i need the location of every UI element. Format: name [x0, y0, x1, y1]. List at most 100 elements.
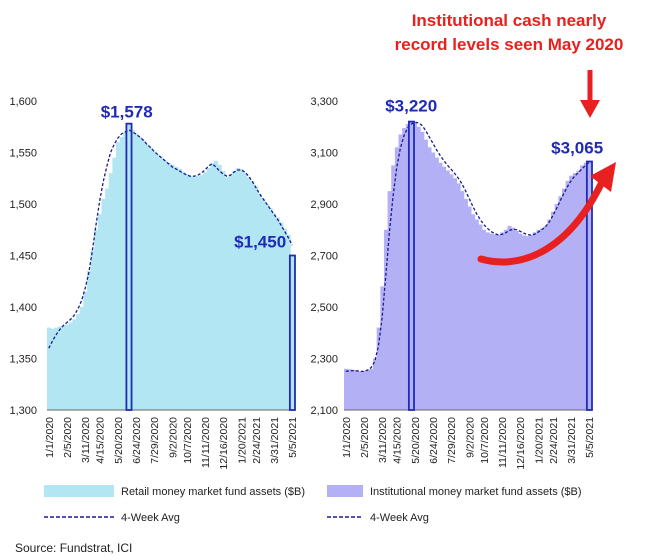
- x-tick-label: 4/15/2020: [392, 417, 404, 464]
- legend-label-retail: Retail money market fund assets ($B): [121, 486, 305, 498]
- retail-latest-bar: [288, 254, 296, 411]
- x-tick-label: 7/29/2020: [446, 417, 458, 464]
- bar: [536, 229, 541, 410]
- y-tick-label: 2,500: [310, 302, 338, 314]
- bar: [500, 232, 505, 410]
- y-tick-label: 2,100: [310, 405, 338, 417]
- bar: [155, 154, 160, 410]
- y-tick-label: 1,300: [9, 405, 37, 417]
- x-tick-label: 3/31/2021: [269, 417, 281, 464]
- x-tick-label: 1/1/2020: [44, 417, 56, 458]
- source-note: Source: Fundstrat, ICI: [15, 541, 132, 555]
- bar: [228, 175, 233, 410]
- bar: [514, 231, 519, 410]
- x-tick-label: 10/7/2020: [182, 417, 194, 464]
- bar: [290, 255, 295, 410]
- bar: [50, 328, 55, 410]
- bar: [166, 162, 171, 410]
- bar: [206, 167, 211, 410]
- bar: [275, 217, 280, 410]
- bar: [170, 164, 175, 410]
- bar: [383, 229, 388, 410]
- legend-label-institutional: Institutional money market fund assets (…: [370, 486, 582, 498]
- bar: [134, 133, 139, 410]
- bar: [250, 181, 255, 410]
- bar: [188, 176, 193, 410]
- bar: [174, 166, 179, 410]
- x-tick-label: 5/5/2021: [287, 417, 299, 458]
- legend-label-retail-avg: 4-Week Avg: [121, 512, 180, 524]
- x-tick-label: 12/16/2020: [218, 417, 230, 470]
- bar: [221, 171, 226, 410]
- bar: [57, 326, 62, 410]
- bar: [217, 164, 222, 410]
- x-tick-label: 3/11/2020: [377, 417, 389, 463]
- bar: [90, 250, 95, 410]
- bar: [474, 219, 479, 410]
- bar: [199, 175, 204, 410]
- bar: [431, 152, 436, 410]
- bar: [283, 228, 288, 410]
- bar: [369, 368, 374, 410]
- bar: [420, 131, 425, 410]
- bar: [416, 126, 421, 410]
- bar: [272, 213, 277, 410]
- y-tick-label: 1,500: [9, 199, 37, 211]
- bar: [86, 270, 91, 410]
- x-tick-label: 2/5/2020: [359, 417, 371, 458]
- institutional-chart: 2,100 2,300 2,500 2,700 2,900 3,100 3,300 1/1/…: [310, 96, 603, 470]
- bar: [529, 234, 534, 410]
- bar: [525, 236, 530, 410]
- bar: [254, 186, 259, 410]
- retail-legend: Retail money market fund assets ($B) 4-W…: [44, 485, 305, 524]
- institutional-y-axis: 2,100 2,300 2,500 2,700 2,900 3,100 3,300: [310, 96, 338, 417]
- bar: [365, 370, 370, 410]
- bar: [65, 324, 70, 410]
- bar: [503, 229, 508, 410]
- x-tick-label: 1/20/2021: [236, 417, 248, 464]
- bar: [354, 370, 359, 410]
- bar: [409, 121, 414, 410]
- bar: [239, 168, 244, 410]
- bar: [380, 286, 385, 410]
- bar: [126, 123, 131, 410]
- bar: [456, 183, 461, 410]
- x-tick-label: 1/20/2021: [533, 417, 545, 464]
- bar: [97, 214, 102, 410]
- bar: [452, 178, 457, 410]
- retail-peak-callout: $1,578: [101, 103, 153, 122]
- bar: [376, 327, 381, 410]
- bar: [427, 147, 432, 410]
- x-tick-label: 5/5/2021: [584, 417, 596, 458]
- y-tick-label: 1,350: [9, 354, 37, 366]
- retail-chart: 1,300 1,350 1,400 1,450 1,500 1,550 1,600 1/1/…: [9, 96, 299, 470]
- institutional-4week-avg-line: [345, 121, 590, 373]
- bar: [279, 222, 284, 410]
- x-tick-label: 6/24/2020: [131, 417, 143, 464]
- x-tick-label: 5/20/2020: [410, 417, 422, 464]
- retail-4week-avg-line: [48, 129, 293, 349]
- bar: [423, 139, 428, 411]
- bar: [463, 198, 468, 410]
- bar: [83, 291, 88, 410]
- bar: [137, 137, 142, 411]
- legend-swatch-retail: [44, 485, 114, 497]
- bar: [347, 369, 352, 410]
- bar: [214, 160, 219, 410]
- bar: [489, 233, 494, 410]
- bar: [94, 229, 99, 410]
- bar: [79, 307, 84, 410]
- retail-bars: [47, 123, 295, 411]
- x-tick-label: 11/11/2020: [200, 417, 212, 468]
- bar: [580, 165, 585, 411]
- x-tick-label: 2/24/2021: [251, 417, 263, 464]
- bar: [108, 173, 113, 410]
- x-tick-label: 12/16/2020: [515, 417, 527, 470]
- retail-peak-bar: [125, 122, 133, 411]
- legend-swatch-institutional: [327, 485, 363, 497]
- bar: [511, 227, 516, 410]
- bar: [405, 124, 410, 411]
- bar: [68, 322, 73, 410]
- y-tick-label: 1,550: [9, 148, 37, 160]
- bar: [445, 170, 450, 410]
